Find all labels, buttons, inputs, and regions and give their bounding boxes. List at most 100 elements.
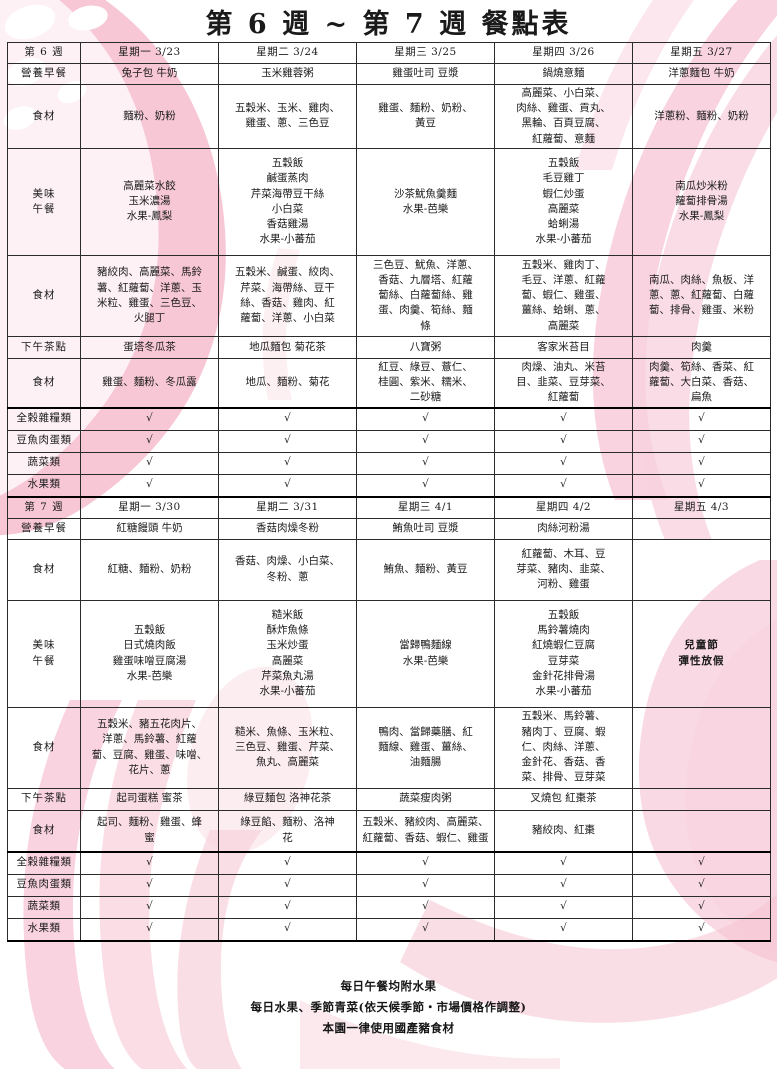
week6-protein-check-3: √ (356, 429, 495, 453)
week6-vegetable-check-5: √ (632, 451, 771, 475)
week7-protein-check-4: √ (494, 873, 633, 897)
week6-breakfast-row: 營養早餐 兔子包 牛奶 玉米雞蓉粥 雞蛋吐司 豆漿 鍋燒意麵 洋蔥麵包 牛奶 (7, 63, 771, 85)
week6-lunch-ingredients-3: 三色豆、魷魚、洋蔥、 香菇、九層塔、紅蘿 蔔絲、白蘿蔔絲、雞 蛋、肉羹、筍絲、麵… (356, 254, 495, 337)
week6-snack-ingredients-3: 紅豆、綠豆、薏仁、 桂圓、紫米、糯米、 二砂糖 (356, 357, 495, 409)
row-label-fruit: 水果類 (7, 917, 81, 942)
week7-snack-ingredients-4: 豬絞肉、紅棗 (494, 809, 633, 853)
week7-protein-check-1: √ (80, 873, 219, 897)
week6-grain-row: 全榖雜糧類 √ √ √ √ √ (7, 406, 771, 431)
week7-breakfast-ingredients-3: 鮪魚、麵粉、黃豆 (356, 538, 495, 601)
week7-protein-row: 豆魚肉蛋類 √ √ √ √ √ (7, 873, 771, 897)
week7-snack-3: 蔬菜瘦肉粥 (356, 787, 495, 811)
week7-lunch-ingredients-row: 食材 五穀米、豬五花肉片、 洋蔥、馬鈴薯、紅蘿 蔔、豆腐、雞蛋、味噌、 花片、蔥… (7, 706, 771, 789)
week7-day-1: 星期一 3/30 (80, 496, 219, 519)
week6-lunch-5: 南瓜炒米粉 蘿蔔排骨湯 水果-鳳梨 (632, 147, 771, 256)
week6-breakfast-1: 兔子包 牛奶 (80, 63, 219, 85)
week6-breakfast-ingredients-row: 食材 麵粉、奶粉 五穀米、玉米、雞肉、 雞蛋、蔥、三色豆 雞蛋、麵粉、奶粉、 黃… (7, 84, 771, 149)
week7-breakfast-ingredients-4: 紅蘿蔔、木耳、豆 芽菜、豬肉、韭菜、 河粉、雞蛋 (494, 538, 633, 601)
week7-breakfast-ingredients-1: 紅糖、麵粉、奶粉 (80, 538, 219, 601)
week6-protein-row: 豆魚肉蛋類 √ √ √ √ √ (7, 429, 771, 453)
week6-lunch-3: 沙茶魷魚羹麵 水果-芭樂 (356, 147, 495, 256)
row-label-protein: 豆魚肉蛋類 (7, 873, 81, 897)
week6-vegetable-check-4: √ (494, 451, 633, 475)
week7-vegetable-check-3: √ (356, 895, 495, 919)
week7-vegetable-row: 蔬菜類 √ √ √ √ √ (7, 895, 771, 919)
week6-fruit-check-4: √ (494, 473, 633, 498)
week7-header-row: 第 7 週 星期一 3/30 星期二 3/31 星期三 4/1 星期四 4/2 … (7, 496, 771, 519)
row-label-ingredients: 食材 (7, 84, 81, 149)
week6-day-5: 星期五 3/27 (632, 42, 771, 64)
week6-snack-ingredients-1: 雞蛋、麵粉、冬瓜露 (80, 357, 219, 409)
week6-snack-row: 下午茶點 蛋塔冬瓜茶 地瓜麵包 菊花茶 八寶粥 客家米苔目 肉羹 (7, 335, 771, 359)
week7-lunch-ingredients-3: 鴨肉、當歸藥膳、紅 麵線、雞蛋、薑絲、 油麵腸 (356, 706, 495, 789)
week6-breakfast-4: 鍋燒意麵 (494, 63, 633, 85)
row-label-protein: 豆魚肉蛋類 (7, 429, 81, 453)
week6-lunch-ingredients-1: 豬絞肉、高麗菜、馬鈴 薯、紅蘿蔔、洋蔥、玉 米粒、雞蛋、三色豆、 火腿丁 (80, 254, 219, 337)
week6-fruit-check-1: √ (80, 473, 219, 498)
week6-snack-4: 客家米苔目 (494, 335, 633, 359)
week7-grain-check-1: √ (80, 850, 219, 875)
row-label-ingredients: 食材 (7, 706, 81, 789)
week7-label: 第 7 週 (7, 496, 81, 519)
week6-protein-check-5: √ (632, 429, 771, 453)
week6-lunch-row: 美味 午餐 高麗菜水餃 玉米濃湯 水果-鳳梨 五穀飯 鹹蛋蒸肉 芹菜海帶豆干絲 … (7, 147, 771, 256)
week7-protein-check-2: √ (218, 873, 357, 897)
row-label-lunch: 美味 午餐 (7, 599, 81, 708)
menu-table: 第 6 週 星期一 3/23 星期二 3/24 星期三 3/25 星期四 3/2… (7, 42, 771, 942)
week6-breakfast-3: 雞蛋吐司 豆漿 (356, 63, 495, 85)
week6-label: 第 6 週 (7, 42, 81, 64)
week7-fruit-check-2: √ (218, 917, 357, 942)
week6-protein-check-2: √ (218, 429, 357, 453)
week7-breakfast-row: 營養早餐 紅糖饅頭 牛奶 香菇肉燥冬粉 鮪魚吐司 豆漿 肉絲河粉湯 (7, 517, 771, 540)
week6-fruit-check-3: √ (356, 473, 495, 498)
week6-fruit-row: 水果類 √ √ √ √ √ (7, 473, 771, 498)
row-label-fruit: 水果類 (7, 473, 81, 498)
week6-vegetable-row: 蔬菜類 √ √ √ √ √ (7, 451, 771, 475)
week7-snack-5 (632, 787, 771, 811)
page-title: 第 6 週 ~ 第 7 週 餐點表 (205, 8, 572, 40)
week6-fruit-check-5: √ (632, 473, 771, 498)
row-label-lunch: 美味 午餐 (7, 147, 81, 256)
week7-snack-2: 綠豆麵包 洛神花茶 (218, 787, 357, 811)
week6-snack-2: 地瓜麵包 菊花茶 (218, 335, 357, 359)
row-label-vegetable: 蔬菜類 (7, 451, 81, 475)
week6-fruit-check-2: √ (218, 473, 357, 498)
week6-grain-check-2: √ (218, 406, 357, 431)
week6-snack-1: 蛋塔冬瓜茶 (80, 335, 219, 359)
week7-breakfast-2: 香菇肉燥冬粉 (218, 517, 357, 540)
week6-grain-check-1: √ (80, 406, 219, 431)
week7-breakfast-ingredients-2: 香菇、肉燥、小白菜、 冬粉、蔥 (218, 538, 357, 601)
week6-snack-ingredients-4: 肉燥、油丸、米苔 目、韭菜、豆芽菜、 紅蘿蔔 (494, 357, 633, 409)
week7-fruit-check-4: √ (494, 917, 633, 942)
week6-breakfast-5: 洋蔥麵包 牛奶 (632, 63, 771, 85)
week7-vegetable-check-2: √ (218, 895, 357, 919)
week6-breakfast-ingredients-5: 洋蔥粉、麵粉、奶粉 (632, 84, 771, 149)
week7-breakfast-1: 紅糖饅頭 牛奶 (80, 517, 219, 540)
week7-breakfast-4: 肉絲河粉湯 (494, 517, 633, 540)
week6-breakfast-2: 玉米雞蓉粥 (218, 63, 357, 85)
week7-day-4: 星期四 4/2 (494, 496, 633, 519)
week7-breakfast-3: 鮪魚吐司 豆漿 (356, 517, 495, 540)
week7-grain-check-5: √ (632, 850, 771, 875)
week7-lunch-ingredients-5 (632, 706, 771, 789)
week7-grain-row: 全榖雜糧類 √ √ √ √ √ (7, 850, 771, 875)
week6-day-2: 星期二 3/24 (218, 42, 357, 64)
row-label-breakfast: 營養早餐 (7, 63, 81, 85)
row-label-ingredients: 食材 (7, 538, 81, 601)
footer-line-2: 每日水果、季節青菜(依天候季節‧市場價格作調整) (250, 999, 527, 1014)
week7-grain-check-4: √ (494, 850, 633, 875)
week7-snack-ingredients-row: 食材 起司、麵粉、雞蛋、蜂 蜜 綠豆餡、麵粉、洛神 花 五穀米、豬絞肉、高麗菜、… (7, 809, 771, 853)
week6-vegetable-check-3: √ (356, 451, 495, 475)
week6-grain-check-3: √ (356, 406, 495, 431)
week6-grain-check-4: √ (494, 406, 633, 431)
week7-breakfast-ingredients-row: 食材 紅糖、麵粉、奶粉 香菇、肉燥、小白菜、 冬粉、蔥 鮪魚、麵粉、黃豆 紅蘿蔔… (7, 538, 771, 601)
week6-protein-check-4: √ (494, 429, 633, 453)
week7-grain-check-3: √ (356, 850, 495, 875)
row-label-snack: 下午茶點 (7, 787, 81, 811)
week7-protein-check-3: √ (356, 873, 495, 897)
week7-lunch-1: 五穀飯 日式燒肉飯 雞蛋味噌豆腐湯 水果-芭樂 (80, 599, 219, 708)
week6-day-3: 星期三 3/25 (356, 42, 495, 64)
week7-day-3: 星期三 4/1 (356, 496, 495, 519)
week7-lunch-ingredients-4: 五穀米、馬鈴薯、 豬肉丁、豆腐、蝦 仁、肉絲、洋蔥、 金針花、香菇、香 菜、排骨… (494, 706, 633, 789)
